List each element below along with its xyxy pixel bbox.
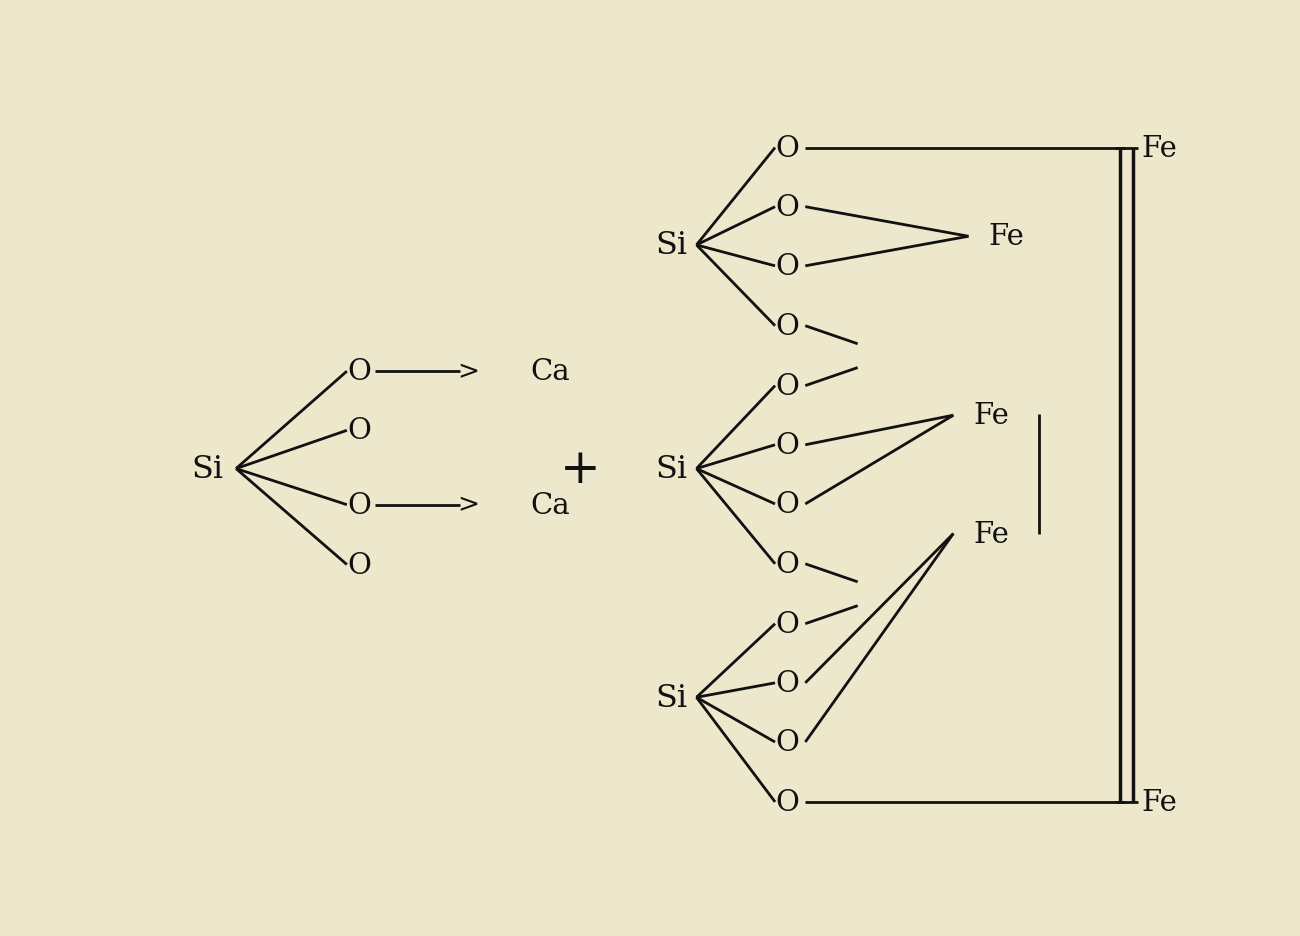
Text: O: O xyxy=(775,431,800,460)
Text: Ca: Ca xyxy=(530,491,569,519)
Text: O: O xyxy=(775,135,800,162)
Text: O: O xyxy=(775,253,800,281)
Text: O: O xyxy=(775,550,800,578)
Text: Fe: Fe xyxy=(974,520,1009,548)
Text: O: O xyxy=(347,491,370,519)
Text: O: O xyxy=(775,788,800,816)
Text: Si: Si xyxy=(655,230,688,261)
Text: O: O xyxy=(775,373,800,401)
Text: O: O xyxy=(775,610,800,638)
Text: +: + xyxy=(560,446,601,492)
Text: Si: Si xyxy=(192,454,224,485)
Text: O: O xyxy=(775,313,800,341)
Text: >: > xyxy=(456,358,478,384)
Text: O: O xyxy=(775,194,800,222)
Text: O: O xyxy=(775,490,800,519)
Text: O: O xyxy=(347,417,370,445)
Text: O: O xyxy=(347,358,370,386)
Text: Si: Si xyxy=(655,682,688,713)
Text: Fe: Fe xyxy=(974,402,1009,430)
Text: O: O xyxy=(775,728,800,756)
Text: Fe: Fe xyxy=(989,223,1024,251)
Text: Si: Si xyxy=(655,454,688,485)
Text: Fe: Fe xyxy=(1141,788,1178,816)
Text: O: O xyxy=(775,669,800,697)
Text: Ca: Ca xyxy=(530,358,569,386)
Text: Fe: Fe xyxy=(1141,135,1178,162)
Text: >: > xyxy=(456,492,478,517)
Text: O: O xyxy=(347,551,370,579)
